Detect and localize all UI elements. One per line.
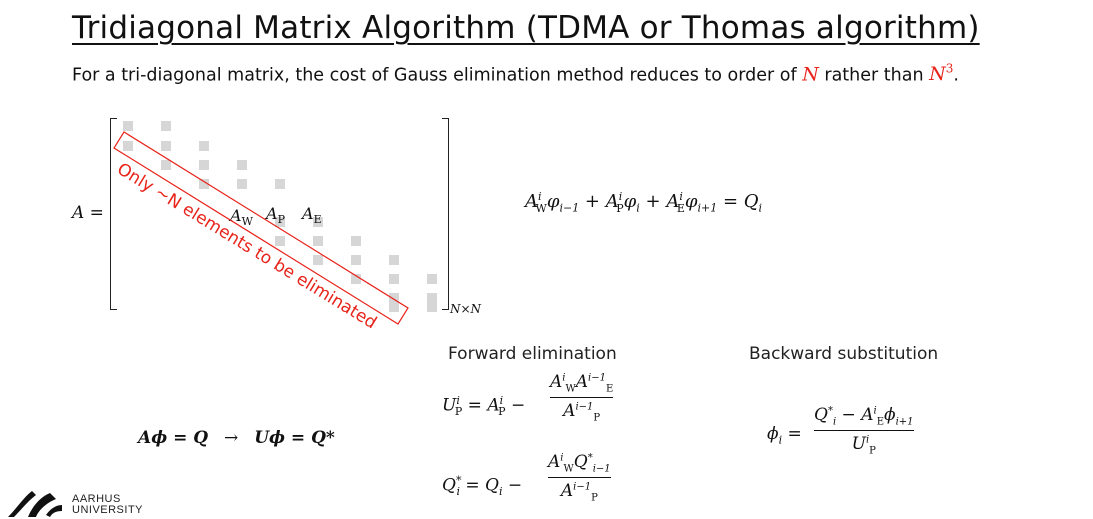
matrix-element-square [237,160,247,170]
matrix-element-square [275,236,285,246]
forward-eq1-den: Ai−1P [563,401,601,424]
matrix-element-square [351,236,361,246]
matrix-right-bracket [442,118,449,310]
n3-exponent: 3 [945,62,954,76]
backward-den: UiP [851,434,876,457]
matrix-element-square [389,302,399,312]
matrix-element-square [389,293,399,303]
matrix-element-square [123,121,133,131]
matrix-element-square [199,160,209,170]
matrix-element-square [427,274,437,284]
backward-lhs: ϕi = [767,424,802,447]
slide-title: Tridiagonal Matrix Algorithm (TDMA or Th… [72,10,980,46]
forward-eq2-num: AiWQ*i−1 [548,452,611,475]
backward-num: Q*i − AiEϕi+1 [814,405,914,428]
matrix-element-square [123,141,133,151]
university-name: AARHUS UNIVERSITY [72,493,144,516]
matrix-element-square [275,179,285,189]
matrix-element-square [313,217,323,227]
forward-eq2-lhs: Q*i = Qi − [442,474,523,499]
matrix-element-square [237,179,247,189]
forward-eq1-fraction: AiWAi−1E Ai−1P [550,372,614,424]
matrix-element-square [199,141,209,151]
diagonal-highlight-box [113,131,409,325]
forward-heading: Forward elimination [448,344,617,364]
matrix-element-square [161,160,171,170]
forward-eq2-fraction: AiWQ*i−1 Ai−1P [548,452,611,504]
aw-label: AW [230,206,253,229]
matrix-element-square [389,274,399,284]
matrix-element-square [427,302,437,312]
slide-subtitle: For a tri-diagonal matrix, the cost of G… [72,62,959,85]
forward-eq2-den: Ai−1P [560,481,598,504]
annotation-text: Only ~N elements to be eliminated [113,159,380,333]
matrix-element-square [275,217,285,227]
matrix-element-square [427,293,437,303]
matrix-element-square [161,121,171,131]
system-equation: Aϕ = Q → Uϕ = Q* [138,428,335,448]
matrix-lhs: A = [72,203,104,223]
ae-label: AE [302,204,322,227]
n3-symbol: N3 [929,62,954,86]
subtitle-suffix: . [953,65,959,86]
matrix-element-square [389,255,399,265]
matrix-element-square [313,236,323,246]
backward-fraction: Q*i − AiEϕi+1 UiP [814,405,914,457]
matrix-element-square [199,179,209,189]
forward-eq1-num: AiWAi−1E [550,372,614,395]
subtitle-prefix: For a tri-diagonal matrix, the cost of G… [72,65,803,86]
subtitle-middle: rather than [818,65,930,86]
matrix-size-label: N×N [450,302,482,316]
matrix-left-bracket [110,118,117,310]
au-logo-icon [8,491,62,517]
forward-eq1-lhs: UiP = AiP − [442,394,526,419]
arrow-icon: → [224,428,239,448]
matrix-element-square [313,255,323,265]
ap-label: AP [266,204,285,227]
backward-heading: Backward substitution [749,344,939,364]
matrix-element-square [351,255,361,265]
matrix-element-square [161,141,171,151]
matrix-element-square [351,274,361,284]
main-equation: AiWφi−1 + AiPφi + AiEφi+1 = Qi [525,190,763,215]
n-symbol: N [802,63,819,86]
